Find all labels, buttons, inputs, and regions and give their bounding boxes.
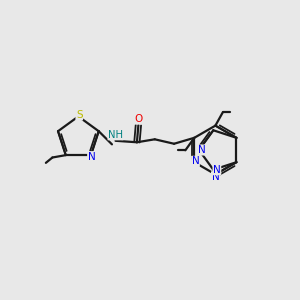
Text: N: N xyxy=(198,145,206,155)
Text: N: N xyxy=(192,156,199,166)
Text: S: S xyxy=(76,110,83,120)
Text: N: N xyxy=(88,152,95,162)
Text: N: N xyxy=(212,172,219,182)
Text: O: O xyxy=(134,114,142,124)
Text: N: N xyxy=(213,165,221,175)
Text: NH: NH xyxy=(108,130,123,140)
